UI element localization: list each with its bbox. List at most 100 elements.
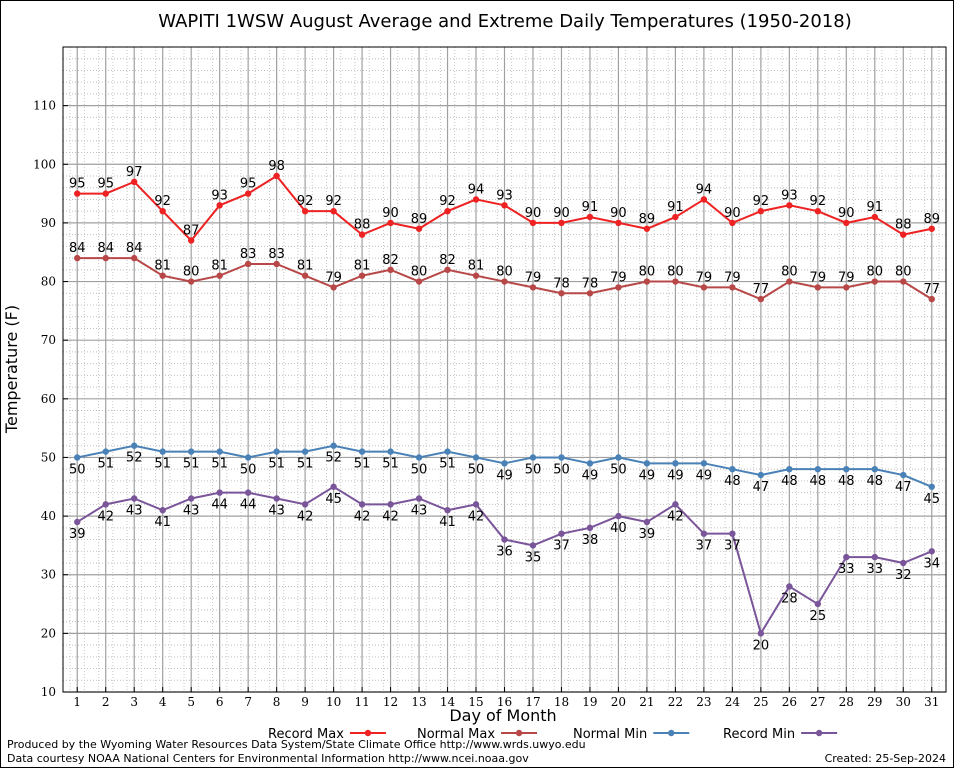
record-min-point: [786, 583, 793, 590]
normal-max-data-label: 81: [468, 259, 485, 274]
record-max-point: [672, 213, 679, 221]
x-tick-label: 2: [102, 695, 110, 709]
x-tick-label: 5: [187, 695, 195, 709]
normal-max-data-label: 81: [154, 259, 171, 274]
record-min-point: [187, 495, 195, 502]
y-tick-label: 50: [41, 450, 56, 464]
record-min-data-label: 38: [582, 533, 599, 548]
normal-max-data-label: 79: [325, 270, 342, 285]
normal-max-data-label: 78: [553, 276, 570, 291]
x-tick-label: 25: [753, 695, 768, 709]
normal-min-data-label: 45: [923, 492, 940, 507]
normal-max-point: [729, 284, 736, 291]
normal-max-data-label: 80: [781, 265, 798, 280]
record-max-point: [74, 190, 81, 197]
normal-min-point: [814, 465, 822, 473]
normal-min-data-label: 51: [154, 457, 171, 472]
normal-max-data-label: 78: [582, 276, 599, 291]
normal-min-data-label: 47: [895, 480, 912, 495]
record-max-point: [757, 207, 765, 215]
normal-max-point: [330, 284, 337, 291]
record-min-point: [871, 553, 878, 561]
normal-min-point: [216, 448, 223, 455]
record-min-data-label: 37: [724, 539, 741, 554]
normal-min-data-label: 49: [582, 468, 599, 483]
normal-max-data-label: 80: [496, 265, 513, 280]
record-min-data-label: 44: [211, 498, 228, 513]
record-max-point: [358, 231, 366, 238]
x-tick-label: 8: [273, 695, 281, 709]
normal-min-point: [843, 465, 850, 473]
record-max-point: [131, 178, 138, 186]
record-max-point: [187, 237, 195, 244]
normal-max-data-label: 81: [211, 259, 228, 274]
x-axis-label: Day of Month: [449, 706, 556, 725]
record-max-point: [102, 190, 109, 197]
record-max-point: [501, 202, 508, 209]
record-min-data-label: 35: [525, 550, 542, 565]
x-tick-label: 21: [639, 695, 654, 709]
normal-min-data-label: 51: [354, 457, 371, 472]
legend-swatch-marker: [815, 729, 823, 737]
record-max-data-label: 90: [525, 206, 542, 221]
normal-max-point: [74, 254, 81, 262]
footer-created: Created: 25-Sep-2024: [824, 752, 946, 765]
normal-max-point: [871, 278, 878, 285]
normal-min-point: [159, 448, 166, 455]
x-axis-ticks: 1 2 3 4 5 6 7 8 9 10 11 12 13 14 15 16 17 18 19 20 21 22 23 24 2…: [73, 687, 939, 709]
y-tick-label: 70: [41, 333, 56, 347]
series-record-max: 95 95 97 92 87 93 95 98 92 92 88 90 89 92 94 93 90 90 91 90…: [69, 159, 940, 244]
normal-min-point: [529, 454, 537, 461]
record-min-point: [900, 559, 907, 567]
normal-max-point: [415, 278, 423, 285]
record-min-data-label: 42: [667, 509, 684, 524]
series-normal-min: 50 51 52 51 51 51 50 51 51 52 51 51 50 51 50 49 50 50 49 50…: [69, 442, 940, 507]
legend-swatch-marker: [668, 729, 675, 737]
record-max-point: [244, 190, 252, 197]
record-min-data-label: 43: [411, 504, 428, 519]
normal-min-point: [615, 454, 622, 461]
record-min-data-label: 33: [838, 562, 855, 577]
normal-min-data-label: 48: [867, 474, 884, 489]
record-max-point: [330, 207, 337, 215]
normal-max-data-label: 81: [297, 259, 314, 274]
record-max-data-label: 92: [753, 194, 770, 209]
footer-produced: Produced by the Wyoming Water Resources …: [7, 738, 586, 751]
record-max-data-label: 93: [781, 188, 798, 203]
x-tick-label: 4: [159, 695, 167, 709]
normal-min-point: [558, 454, 565, 461]
record-min-point: [472, 501, 480, 508]
record-min-data-label: 34: [923, 556, 940, 571]
record-min-data-label: 42: [468, 509, 485, 524]
normal-max-data-label: 82: [382, 253, 399, 268]
normal-min-data-label: 48: [810, 474, 827, 489]
y-tick-label: 90: [41, 216, 56, 230]
record-min-data-label: 20: [753, 638, 770, 653]
record-max-data-label: 88: [354, 218, 371, 233]
legend-item-record-max: Record Max: [268, 727, 386, 742]
normal-min-data-label: 50: [411, 462, 428, 477]
x-tick-label: 9: [301, 695, 309, 709]
normal-min-data-label: 50: [240, 462, 257, 477]
normal-max-data-label: 80: [867, 265, 884, 280]
record-max-data-label: 92: [154, 194, 171, 209]
record-min-data-label: 42: [382, 509, 399, 524]
record-min-data-label: 43: [126, 504, 143, 519]
record-max-data-label: 91: [667, 200, 684, 215]
record-max-point: [301, 207, 309, 215]
x-tick-label: 22: [668, 695, 683, 709]
y-tick-label: 40: [41, 509, 56, 523]
normal-max-point: [928, 295, 935, 303]
normal-max-data-label: 81: [354, 259, 371, 274]
x-tick-label: 10: [326, 695, 341, 709]
record-min-data-label: 28: [781, 591, 798, 606]
record-min-point: [928, 548, 935, 555]
normal-max-data-label: 83: [240, 247, 257, 262]
normal-min-point: [472, 454, 480, 461]
record-max-data-label: 92: [297, 194, 314, 209]
normal-min-point: [273, 448, 280, 455]
record-min-data-label: 33: [867, 562, 884, 577]
normal-max-data-label: 80: [639, 265, 656, 280]
y-tick-label: 80: [41, 275, 56, 289]
